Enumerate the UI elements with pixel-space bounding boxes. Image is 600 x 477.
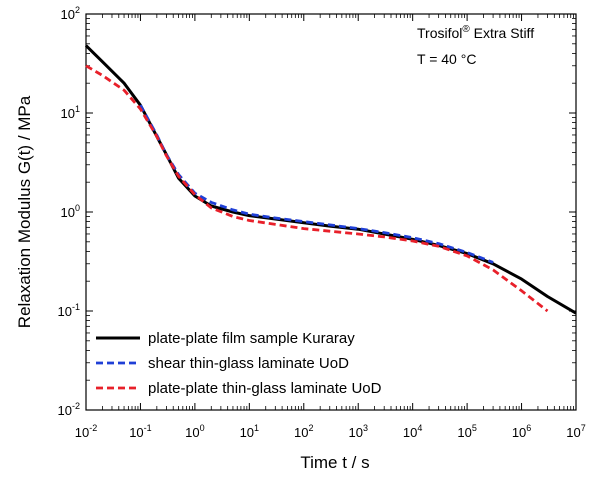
y-tick-base: 10 xyxy=(61,106,75,121)
legend: plate-plate film sample Kuraray shear thi… xyxy=(96,330,382,397)
x-tick-exponent: 2 xyxy=(309,423,314,433)
y-tick-label: 101 xyxy=(61,104,80,121)
legend-label-3: plate-plate thin-glass laminate UoD xyxy=(148,380,382,397)
y-tick-label: 10-1 xyxy=(58,302,80,319)
x-tick-exponent: 7 xyxy=(581,423,586,433)
x-tick-label: 103 xyxy=(348,423,367,440)
x-tick-base: 10 xyxy=(240,425,254,440)
y-tick-base: 10 xyxy=(58,403,72,418)
material-name: Trosifol xyxy=(417,25,462,41)
x-tick-label: 101 xyxy=(240,423,259,440)
plot-frame xyxy=(85,13,577,411)
material-suffix: Extra Stiff xyxy=(470,25,534,41)
x-tick-label: 104 xyxy=(403,423,422,440)
y-axis-label: Relaxation Modulus G(t) / MPa xyxy=(15,95,34,328)
x-tick-base: 10 xyxy=(348,425,362,440)
x-tick-base: 10 xyxy=(512,425,526,440)
x-tick-base: 10 xyxy=(129,425,143,440)
y-tick-exponent: 2 xyxy=(75,5,80,15)
material-mark: ® xyxy=(462,24,470,35)
x-tick-label: 102 xyxy=(294,423,313,440)
x-tick-exponent: 0 xyxy=(200,423,205,433)
x-tick-exponent: 5 xyxy=(472,423,477,433)
series-line-2 xyxy=(139,104,494,264)
x-tick-base: 10 xyxy=(294,425,308,440)
x-tick-exponent: 3 xyxy=(363,423,368,433)
y-tick-exponent: 0 xyxy=(75,203,80,213)
x-tick-base: 10 xyxy=(185,425,199,440)
y-tick-exponent: -2 xyxy=(72,401,80,411)
y-tick-exponent: 1 xyxy=(75,104,80,114)
x-tick-label: 10-2 xyxy=(75,423,97,440)
y-tick-label: 102 xyxy=(61,5,80,22)
legend-label-2: shear thin-glass laminate UoD xyxy=(148,355,349,372)
x-tick-base: 10 xyxy=(566,425,580,440)
x-tick-label: 107 xyxy=(566,423,585,440)
series-line-3 xyxy=(85,64,549,313)
y-tick-label: 10-2 xyxy=(58,401,80,418)
x-tick-base: 10 xyxy=(457,425,471,440)
x-tick-label: 100 xyxy=(185,423,204,440)
x-axis-label: Time t / s xyxy=(300,453,369,472)
x-tick-label: 106 xyxy=(512,423,531,440)
x-tick-label: 105 xyxy=(457,423,476,440)
series-lines xyxy=(84,44,577,315)
y-tick-base: 10 xyxy=(58,304,72,319)
x-tick-exponent: 6 xyxy=(526,423,531,433)
x-tick-exponent: 4 xyxy=(417,423,422,433)
y-tick-base: 10 xyxy=(61,7,75,22)
y-tick-base: 10 xyxy=(61,205,75,220)
temperature-annotation: T = 40 °C xyxy=(417,51,476,67)
material-annotation: Trosifol® Extra Stiff xyxy=(417,24,534,41)
x-tick-base: 10 xyxy=(75,425,89,440)
axis-ticks xyxy=(85,13,577,411)
x-tick-exponent: 1 xyxy=(254,423,259,433)
series-line-1 xyxy=(84,44,577,315)
y-tick-exponent: -1 xyxy=(72,302,80,312)
x-tick-base: 10 xyxy=(403,425,417,440)
x-tick-labels: 10-2 10-1 100 101 102 103 104 105 106 107 xyxy=(75,423,586,440)
x-tick-exponent: -2 xyxy=(89,423,97,433)
x-tick-exponent: -1 xyxy=(144,423,152,433)
legend-label-1: plate-plate film sample Kuraray xyxy=(148,330,355,347)
y-tick-label: 100 xyxy=(61,203,80,220)
x-tick-label: 10-1 xyxy=(129,423,151,440)
